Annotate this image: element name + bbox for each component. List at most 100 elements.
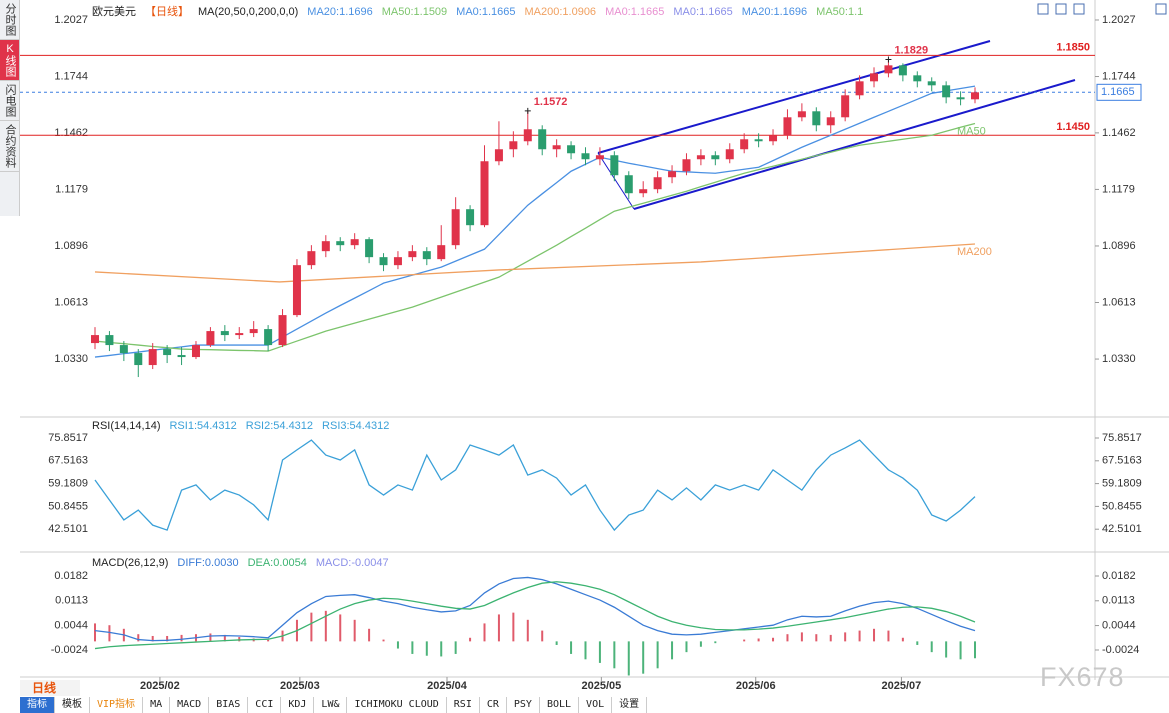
channel-lower: [633, 79, 1076, 210]
y-tick-label: 67.5163: [48, 455, 88, 467]
y-tick-label: 59.1809: [1102, 478, 1142, 490]
toolbar: 指标 模板 VIP指标 MA MACD BIAS CCI KDJ LW& ICHIMOKU CLO…: [20, 697, 648, 713]
candle-body: [365, 239, 374, 258]
candle-body: [422, 251, 431, 260]
sidebar-tab[interactable]: K线图: [0, 40, 19, 81]
icon[interactable]: [1155, 3, 1167, 15]
level-label: 1.1850: [1056, 41, 1090, 53]
macd-bar: [324, 610, 327, 642]
sidebar-tab[interactable]: 闪电图: [0, 81, 19, 121]
macd-bar: [382, 639, 385, 642]
toolbar-item[interactable]: 设置: [612, 697, 648, 713]
macd-bar: [151, 635, 154, 642]
candle-body: [119, 345, 128, 354]
macd-bar: [887, 630, 890, 642]
header-item: MA0:1.1665: [673, 6, 733, 18]
macd-bar: [685, 641, 688, 653]
macd-bar: [974, 641, 976, 659]
y-tick-label: 42.5101: [48, 523, 88, 535]
toolbar-item[interactable]: MA: [143, 697, 171, 713]
macd-bar: [786, 634, 789, 642]
macd-bar: [901, 637, 904, 642]
watermark: FX678: [1040, 662, 1125, 692]
sidebar-tab[interactable]: 分时图: [0, 0, 19, 40]
y-tick-label: 75.8517: [1102, 432, 1142, 444]
macd-bar: [772, 637, 775, 642]
candle-body: [639, 189, 648, 194]
toolbar-item[interactable]: KDJ: [281, 697, 315, 713]
price-header: 欧元美元 【日线】 MA(20,50,0,200,0,0) MA20:1.1696 MA…: [92, 3, 872, 19]
toolbar-item[interactable]: ICHIMOKU CLOUD: [347, 697, 447, 713]
candle-body: [177, 355, 186, 358]
toolbar-item[interactable]: RSI: [447, 697, 480, 713]
toolbar-item[interactable]: CR: [480, 697, 507, 713]
macd-bar: [339, 614, 342, 642]
macd-bar: [483, 623, 486, 642]
macd-bar: [584, 641, 587, 660]
candle-body: [927, 81, 936, 86]
toolbar-item[interactable]: 模板: [55, 697, 90, 713]
candle-body: [668, 171, 677, 178]
peak-label: 1.1829: [894, 44, 928, 56]
icon[interactable]: [1037, 3, 1049, 15]
candle-body: [350, 239, 359, 246]
candle-body: [711, 155, 720, 160]
header-item: 欧元美元: [92, 6, 136, 18]
y-tick-label: 0.0113: [1102, 595, 1135, 607]
toolbar-icons[interactable]: [1037, 3, 1167, 15]
y-tick-label: 1.1462: [54, 127, 88, 139]
last-price-label: 1.1665: [1101, 86, 1135, 98]
candle-body: [220, 331, 229, 336]
macd-bar: [714, 641, 717, 644]
macd-bar: [656, 641, 659, 669]
y-tick-label: 1.1179: [1102, 183, 1135, 195]
toolbar-item[interactable]: VOL: [579, 697, 613, 713]
candle-body: [841, 95, 850, 118]
candle-body: [595, 155, 604, 160]
icon[interactable]: [1055, 3, 1067, 15]
macd-bar: [945, 641, 948, 658]
candle-body: [913, 75, 922, 82]
macd-bar: [440, 641, 443, 657]
sidebar-tab[interactable]: 合约资料: [0, 121, 19, 172]
toolbar-item[interactable]: BIAS: [209, 697, 249, 713]
candle-body: [91, 335, 99, 344]
macd-bar: [238, 637, 241, 642]
candle-body: [278, 315, 287, 346]
header-item: MACD(26,12,9): [92, 557, 169, 569]
candle-body: [105, 335, 114, 346]
candle-body: [942, 85, 951, 98]
icon[interactable]: [1073, 3, 1085, 15]
toolbar-item[interactable]: LW&: [314, 697, 348, 713]
candle-body: [206, 331, 215, 346]
candle-body: [393, 257, 402, 266]
candle-body: [480, 161, 489, 226]
macd-bar: [627, 641, 630, 676]
header-item: MA0:1.1665: [456, 6, 516, 18]
macd-bar: [267, 639, 270, 642]
toolbar-item[interactable]: PSY: [507, 697, 540, 713]
candle-body: [870, 73, 879, 82]
y-tick-label: 50.8455: [48, 500, 88, 512]
toolbar-item[interactable]: 指标: [20, 697, 55, 713]
x-tick-label: 2025/07: [882, 680, 922, 692]
candle-body: [437, 245, 446, 260]
toolbar-item[interactable]: CCI: [248, 697, 282, 713]
macd-bar: [497, 614, 500, 642]
y-tick-label: 1.2027: [1102, 14, 1136, 26]
ma-label: MA200: [957, 246, 992, 258]
candle-body: [307, 251, 316, 266]
toolbar-item[interactable]: MACD: [170, 697, 210, 713]
toolbar-item[interactable]: VIP指标: [90, 697, 144, 713]
y-tick-label: -0.0024: [51, 644, 88, 656]
toolbar-item[interactable]: BOLL: [540, 697, 580, 713]
y-tick-label: -0.0024: [1102, 644, 1139, 656]
macd-bar: [223, 634, 226, 642]
period-button[interactable]: 日线: [20, 680, 80, 696]
x-tick-label: 2025/02: [140, 680, 180, 692]
y-tick-label: 0.0182: [1102, 570, 1136, 582]
macd-bar: [108, 625, 111, 642]
macd-bar: [844, 632, 847, 642]
header-item: MA50:1.1509: [381, 6, 448, 18]
